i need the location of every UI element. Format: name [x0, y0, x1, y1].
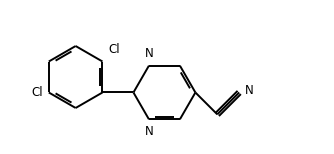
Text: Cl: Cl: [31, 86, 42, 99]
Text: N: N: [145, 47, 153, 60]
Text: N: N: [244, 84, 253, 97]
Text: N: N: [145, 125, 153, 138]
Text: Cl: Cl: [109, 43, 120, 56]
